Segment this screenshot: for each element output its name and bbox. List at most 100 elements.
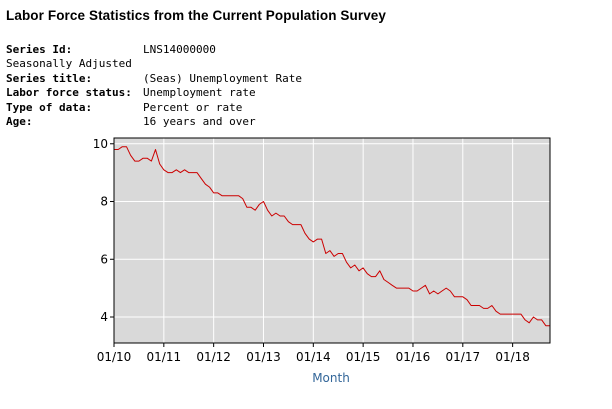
- data-point: [433, 290, 434, 291]
- y-tick-label: 10: [93, 137, 108, 151]
- data-point: [238, 195, 239, 196]
- x-axis-label: Month: [312, 371, 350, 385]
- data-point: [525, 319, 526, 320]
- data-point: [151, 161, 152, 162]
- data-point: [209, 187, 210, 188]
- data-point: [325, 253, 326, 254]
- data-point: [313, 241, 314, 242]
- data-point: [479, 305, 480, 306]
- x-tick-label: 01/16: [396, 350, 431, 364]
- age-label: Age:: [6, 114, 33, 128]
- data-point: [321, 239, 322, 240]
- data-point: [541, 319, 542, 320]
- data-point: [317, 239, 318, 240]
- y-tick-label: 8: [100, 195, 108, 209]
- series-id-label: Series Id:: [6, 43, 73, 56]
- data-point: [425, 285, 426, 286]
- data-point: [346, 262, 347, 263]
- data-point: [296, 224, 297, 225]
- data-point: [388, 282, 389, 283]
- data-point: [172, 172, 173, 173]
- x-tick-label: 01/18: [495, 350, 530, 364]
- data-point: [188, 172, 189, 173]
- y-tick-label: 6: [100, 252, 108, 266]
- data-point: [221, 195, 222, 196]
- data-point: [533, 316, 534, 317]
- plot-area: [114, 138, 550, 343]
- data-point: [354, 264, 355, 265]
- data-point: [475, 305, 476, 306]
- data-point: [213, 192, 214, 193]
- data-point: [334, 256, 335, 257]
- data-point: [458, 296, 459, 297]
- data-point: [446, 288, 447, 289]
- data-point: [271, 215, 272, 216]
- data-point: [242, 198, 243, 199]
- data-point: [226, 195, 227, 196]
- data-point: [304, 233, 305, 234]
- seasonal-adjustment-label: Seasonally Adjusted: [6, 57, 132, 71]
- data-point: [529, 322, 530, 323]
- age-value: 16 years and over: [143, 114, 256, 128]
- data-point: [358, 270, 359, 271]
- data-point: [500, 314, 501, 315]
- data-point: [400, 288, 401, 289]
- data-point: [180, 172, 181, 173]
- data-point: [167, 172, 168, 173]
- data-point: [537, 319, 538, 320]
- data-point: [122, 146, 123, 147]
- data-point: [309, 239, 310, 240]
- data-point: [441, 290, 442, 291]
- data-point: [392, 285, 393, 286]
- labor-force-status-value: Unemployment rate: [143, 86, 256, 100]
- data-point: [404, 288, 405, 289]
- data-point: [367, 273, 368, 274]
- data-point: [284, 215, 285, 216]
- data-point: [429, 293, 430, 294]
- data-point: [408, 288, 409, 289]
- data-point: [508, 314, 509, 315]
- data-point: [338, 253, 339, 254]
- data-point: [466, 299, 467, 300]
- x-tick-label: 01/15: [346, 350, 381, 364]
- data-point: [217, 192, 218, 193]
- data-point: [471, 305, 472, 306]
- unemployment-rate-line: [114, 146, 550, 327]
- data-point: [516, 314, 517, 315]
- data-point: [462, 296, 463, 297]
- data-type-label: Type of data:: [6, 100, 93, 114]
- data-point: [263, 201, 264, 202]
- data-point: [520, 314, 521, 315]
- data-point: [280, 215, 281, 216]
- data-point: [300, 224, 301, 225]
- data-point: [196, 172, 197, 173]
- x-tick-label: 01/10: [97, 350, 132, 364]
- data-point: [379, 270, 380, 271]
- data-point: [159, 163, 160, 164]
- data-point: [267, 210, 268, 211]
- data-point: [246, 207, 247, 208]
- x-tick-label: 01/17: [446, 350, 481, 364]
- data-point: [329, 250, 330, 251]
- plot-border: [113, 137, 551, 344]
- x-tick-label: 01/13: [246, 350, 281, 364]
- data-point: [512, 314, 513, 315]
- data-point: [275, 213, 276, 214]
- data-point: [118, 149, 119, 150]
- data-point: [504, 314, 505, 315]
- data-point: [412, 290, 413, 291]
- data-point: [126, 146, 127, 147]
- data-point: [205, 184, 206, 185]
- data-point: [288, 221, 289, 222]
- series-title-value: (Seas) Unemployment Rate: [143, 71, 302, 85]
- data-point: [375, 276, 376, 277]
- data-point: [138, 161, 139, 162]
- data-point: [176, 169, 177, 170]
- data-point: [371, 276, 372, 277]
- y-tick-label: 4: [100, 310, 108, 324]
- labor-force-status-label: Labor force status:: [6, 86, 132, 100]
- data-point: [192, 172, 193, 173]
- data-point: [130, 155, 131, 156]
